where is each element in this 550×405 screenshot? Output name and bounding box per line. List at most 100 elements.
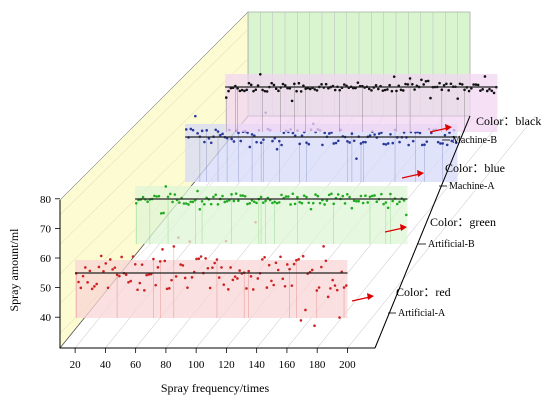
series-label-3: Machine-B — [452, 135, 497, 146]
data-point — [253, 134, 256, 138]
data-point — [337, 139, 340, 143]
data-point — [214, 193, 217, 197]
annotation-1: Color：green — [430, 215, 496, 229]
data-point — [93, 285, 96, 288]
data-point — [156, 266, 160, 269]
y-tick-label-80: 80 — [40, 194, 52, 206]
data-point — [341, 194, 345, 198]
data-point — [157, 194, 161, 198]
data-point — [172, 245, 176, 248]
data-point — [199, 255, 203, 258]
data-point — [271, 201, 274, 205]
data-point — [299, 319, 303, 322]
data-point — [270, 279, 273, 283]
data-point — [111, 268, 114, 271]
data-point — [324, 259, 328, 263]
data-point — [302, 84, 305, 87]
data-point — [95, 282, 98, 286]
data-point — [300, 201, 304, 205]
data-point — [262, 138, 265, 141]
data-point — [81, 274, 85, 278]
data-point — [488, 87, 491, 91]
data-point — [127, 280, 130, 284]
data-point — [408, 77, 412, 80]
data-point — [248, 201, 252, 205]
data-point — [332, 202, 335, 206]
data-point — [423, 143, 426, 146]
data-point — [317, 286, 321, 289]
data-point — [291, 131, 295, 135]
data-point — [231, 278, 235, 282]
data-point — [171, 200, 174, 204]
data-point — [404, 82, 407, 86]
data-point — [377, 87, 380, 91]
annotation-3: Color：black — [476, 114, 541, 128]
data-point — [277, 201, 281, 204]
data-point — [359, 142, 363, 145]
y-tick-label-70: 70 — [40, 223, 52, 235]
data-point — [243, 89, 246, 93]
data-point — [293, 134, 297, 137]
data-point — [243, 194, 247, 198]
data-point — [290, 99, 294, 103]
data-point — [215, 258, 219, 261]
data-point — [236, 87, 239, 90]
data-point — [445, 82, 448, 86]
data-point — [219, 133, 222, 137]
x-tick-label-100: 100 — [188, 359, 205, 371]
data-point — [198, 208, 202, 211]
data-point — [97, 265, 101, 269]
annotation-arrowhead — [445, 124, 452, 131]
data-point — [292, 262, 296, 266]
data-point — [275, 201, 279, 205]
data-point — [182, 202, 186, 205]
data-point — [467, 89, 471, 93]
data-point — [442, 83, 446, 87]
data-point — [295, 89, 298, 93]
data-point — [321, 143, 324, 147]
data-point — [162, 211, 165, 215]
data-point — [411, 82, 414, 86]
data-point — [413, 88, 416, 91]
data-point — [86, 281, 89, 284]
data-point — [90, 287, 94, 291]
data-point — [383, 88, 387, 92]
data-point — [280, 143, 283, 147]
data-point — [223, 200, 227, 204]
x-tick-label-200: 200 — [339, 359, 356, 371]
data-point — [239, 194, 242, 197]
data-point — [164, 185, 168, 188]
data-point — [275, 147, 279, 151]
data-point — [284, 195, 288, 198]
series-band-1 — [135, 186, 408, 244]
data-point — [245, 88, 248, 92]
data-point — [305, 141, 308, 144]
data-point — [158, 260, 162, 263]
data-point — [295, 258, 298, 262]
x-tick-label-140: 140 — [248, 359, 265, 371]
data-point — [350, 132, 354, 135]
data-point — [388, 83, 391, 87]
data-point — [370, 89, 373, 92]
data-point — [196, 132, 199, 135]
data-point — [293, 82, 296, 86]
data-point — [407, 143, 410, 147]
grid-line-left-70 — [59, 58, 249, 245]
data-point — [227, 89, 230, 93]
data-point — [302, 194, 306, 197]
data-point — [159, 212, 163, 215]
data-point — [342, 286, 346, 289]
data-point — [476, 83, 480, 87]
data-point — [263, 89, 267, 93]
data-point — [77, 280, 80, 284]
data-point — [399, 88, 403, 92]
data-point — [224, 96, 228, 99]
data-point — [211, 266, 214, 269]
data-point — [355, 199, 358, 203]
data-point — [324, 82, 328, 86]
data-point — [278, 139, 281, 143]
data-point — [232, 140, 236, 143]
data-point — [237, 131, 240, 135]
data-point — [216, 203, 220, 206]
data-point — [364, 194, 367, 198]
